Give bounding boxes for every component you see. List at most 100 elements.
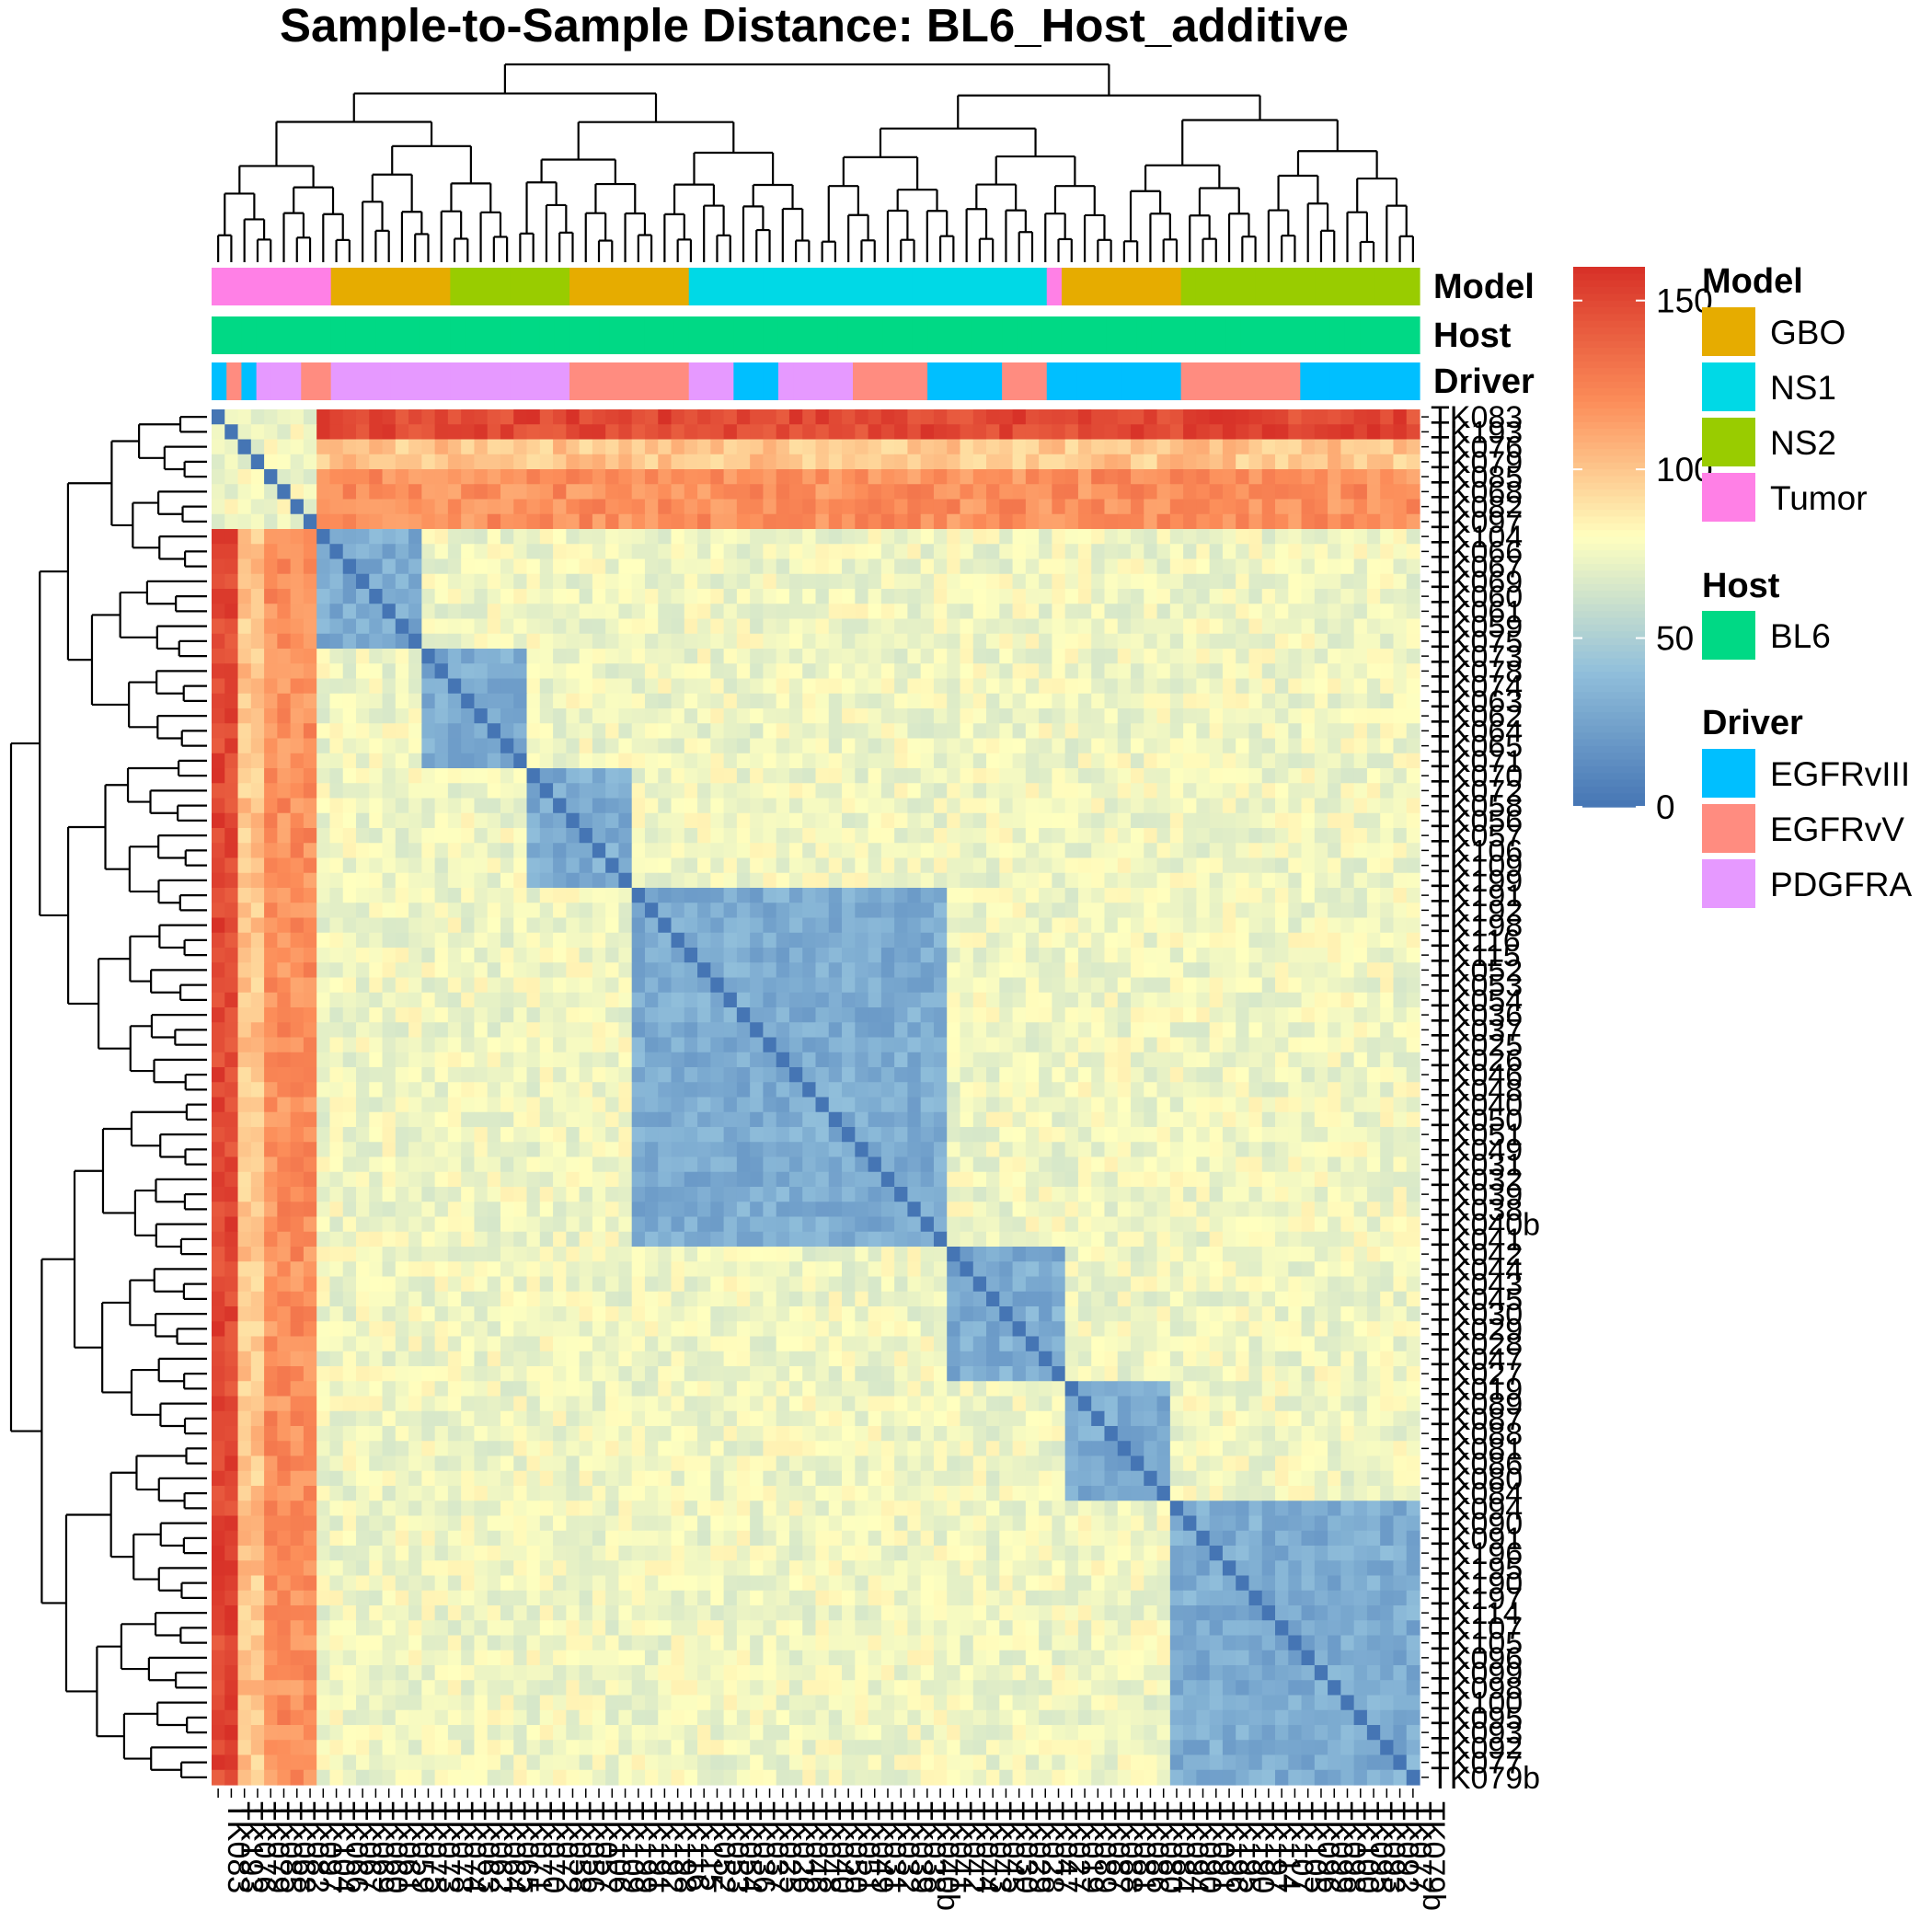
heatmap-cell xyxy=(1328,708,1341,724)
heatmap-cell xyxy=(316,484,331,500)
heatmap-cell xyxy=(1209,723,1224,740)
heatmap-cell xyxy=(671,409,685,425)
heatmap-cell xyxy=(1131,693,1144,709)
heatmap-cell xyxy=(631,828,646,844)
heatmap-cell xyxy=(1064,469,1079,485)
heatmap-cell xyxy=(329,589,344,604)
heatmap-cell xyxy=(1196,589,1211,604)
heatmap-cell xyxy=(1156,1067,1171,1083)
heatmap-cell xyxy=(1366,573,1381,590)
heatmap-cell xyxy=(1248,544,1263,560)
heatmap-cell xyxy=(1131,633,1144,650)
heatmap-cell xyxy=(1012,738,1027,754)
heatmap-cell xyxy=(658,962,673,979)
heatmap-cell xyxy=(920,753,935,769)
heatmap-cell xyxy=(224,992,239,1008)
heatmap-cell xyxy=(237,872,252,889)
heatmap-cell xyxy=(1275,649,1289,664)
heatmap-cell xyxy=(369,917,384,934)
annotation-cell-driver xyxy=(286,362,302,400)
heatmap-cell xyxy=(960,738,974,754)
heatmap-cell xyxy=(513,454,528,470)
heatmap-cell xyxy=(264,558,278,575)
heatmap-cell xyxy=(1183,544,1197,560)
heatmap-cell xyxy=(1393,917,1408,934)
heatmap-cell xyxy=(277,828,292,844)
heatmap-cell xyxy=(592,843,606,859)
heatmap-cell xyxy=(618,872,633,889)
annotation-cell-host xyxy=(703,316,719,354)
heatmap-cell xyxy=(1117,992,1132,1008)
heatmap-cell xyxy=(986,948,1000,963)
heatmap-cell xyxy=(1169,513,1184,530)
heatmap-cell xyxy=(605,424,620,441)
heatmap-cell xyxy=(855,649,869,664)
heatmap-cell xyxy=(1064,708,1079,724)
heatmap-cell xyxy=(277,753,292,769)
heatmap-cell xyxy=(802,948,817,963)
heatmap-cell xyxy=(802,649,817,664)
heatmap-cell xyxy=(1314,513,1328,530)
annotation-cell-host xyxy=(1180,316,1197,354)
heatmap-cell xyxy=(1117,888,1132,903)
heatmap-cell xyxy=(1261,857,1276,874)
heatmap-cell xyxy=(986,469,1000,485)
annotation-cell-driver xyxy=(957,362,973,400)
annotation-cell-driver xyxy=(510,362,526,400)
heatmap-cell xyxy=(1144,857,1158,874)
heatmap-cell xyxy=(1236,678,1250,695)
heatmap-cell xyxy=(671,693,685,709)
annotation-cell-driver xyxy=(301,362,317,400)
heatmap-cell xyxy=(408,812,422,829)
heatmap-cell xyxy=(303,992,317,1008)
heatmap-cell xyxy=(264,857,278,874)
heatmap-cell xyxy=(1012,1007,1027,1023)
heatmap-cell xyxy=(408,678,422,695)
heatmap-cell xyxy=(697,888,711,903)
annotation-cell-host xyxy=(614,316,630,354)
heatmap-cell xyxy=(1131,454,1144,470)
heatmap-cell xyxy=(447,633,462,650)
heatmap-cell xyxy=(369,663,384,680)
heatmap-cell xyxy=(303,529,317,545)
heatmap-cell xyxy=(1236,604,1250,620)
heatmap-cell xyxy=(421,903,436,919)
heatmap-cell xyxy=(342,484,357,500)
heatmap-cell xyxy=(212,573,225,590)
heatmap-cell xyxy=(1012,962,1027,979)
heatmap-cell xyxy=(1301,424,1316,441)
heatmap-cell xyxy=(1169,663,1184,680)
heatmap-cell xyxy=(382,798,397,814)
heatmap-cell xyxy=(907,544,922,560)
heatmap-cell xyxy=(1353,544,1368,560)
heatmap-cell xyxy=(947,1007,961,1023)
heatmap-cell xyxy=(250,649,265,664)
heatmap-cell xyxy=(1236,992,1250,1008)
heatmap-cell xyxy=(802,693,817,709)
heatmap-cell xyxy=(1052,1022,1066,1039)
heatmap-cell xyxy=(763,708,777,724)
heatmap-cell xyxy=(1314,723,1328,740)
heatmap-cell xyxy=(868,857,882,874)
heatmap-cell xyxy=(933,872,948,889)
heatmap-cell xyxy=(880,454,895,470)
heatmap-cell xyxy=(972,828,987,844)
heatmap-cell xyxy=(894,439,908,455)
heatmap-cell xyxy=(1406,738,1420,754)
heatmap-cell xyxy=(1222,948,1236,963)
heatmap-cell xyxy=(644,693,659,709)
heatmap-cell xyxy=(842,812,856,829)
heatmap-cell xyxy=(1039,484,1052,500)
heatmap-cell xyxy=(1353,484,1368,500)
heatmap-cell xyxy=(1248,783,1263,799)
heatmap-cell xyxy=(1248,1007,1263,1023)
heatmap-cell xyxy=(526,544,541,560)
heatmap-cell xyxy=(421,857,436,874)
annotation-cell-host xyxy=(1017,316,1033,354)
heatmap-cell xyxy=(316,529,331,545)
heatmap-cell xyxy=(566,992,581,1008)
annotation-cell-model xyxy=(256,268,272,305)
heatmap-cell xyxy=(579,589,593,604)
heatmap-cell xyxy=(1052,977,1066,994)
heatmap-cell xyxy=(697,723,711,740)
